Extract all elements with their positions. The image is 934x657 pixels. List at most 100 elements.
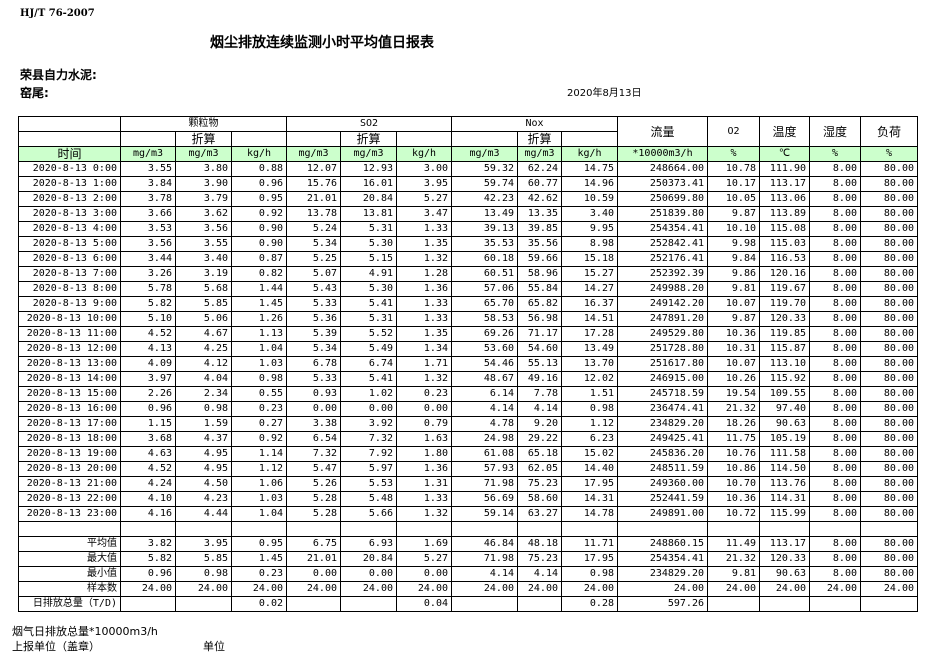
- unit-cell: %: [809, 146, 861, 162]
- header-converted: 折算: [175, 131, 232, 147]
- value-cell: 24.00: [860, 581, 918, 597]
- value-cell: 5.30: [340, 236, 397, 252]
- value-cell: 1.69: [396, 536, 452, 552]
- value-cell: 105.19: [759, 431, 810, 447]
- value-cell: 0.04: [396, 596, 452, 612]
- value-cell: 3.40: [175, 251, 232, 267]
- value-cell: 11.49: [707, 536, 760, 552]
- value-cell: 16.37: [561, 296, 618, 312]
- value-cell: 58.96: [517, 266, 562, 282]
- value-cell: 1.45: [231, 296, 287, 312]
- header-units-row: 时间 mg/m3 mg/m3 kg/h mg/m3 mg/m3 kg/h mg/m3 mg/m…: [18, 146, 918, 162]
- value-cell: 248664.00: [617, 161, 708, 177]
- value-cell: 4.52: [120, 461, 176, 477]
- value-cell: 7.92: [340, 446, 397, 462]
- value-cell: 3.53: [120, 221, 176, 237]
- value-cell: 1.06: [231, 476, 287, 492]
- value-cell: 4.10: [120, 491, 176, 507]
- value-cell: 1.36: [396, 281, 452, 297]
- table-row: 2020-8-13 9:00 5.82 5.85 1.45 5.33 5.41 1.33 65…: [18, 296, 918, 312]
- value-cell: 3.82: [120, 536, 176, 552]
- value-cell: 3.95: [175, 536, 232, 552]
- value-cell: 17.95: [561, 476, 618, 492]
- value-cell: 7.32: [286, 446, 341, 462]
- value-cell: 24.00: [517, 581, 562, 597]
- value-cell: 80.00: [860, 326, 918, 342]
- value-cell: 10.72: [707, 506, 760, 522]
- value-cell: 1.45: [231, 551, 287, 567]
- value-cell: [340, 596, 397, 612]
- value-cell: 48.67: [451, 371, 518, 387]
- value-cell: 71.17: [517, 326, 562, 342]
- summary-row: 平均值 3.82 3.95 0.95 6.75 6.93 1.69 46.84 48.18 11.…: [18, 536, 918, 552]
- value-cell: 0.92: [231, 431, 287, 447]
- value-cell: 249529.80: [617, 326, 708, 342]
- value-cell: 5.15: [340, 251, 397, 267]
- value-cell: 113.17: [759, 176, 810, 192]
- value-cell: 115.92: [759, 371, 810, 387]
- value-cell: 55.13: [517, 356, 562, 372]
- value-cell: 80.00: [860, 491, 918, 507]
- value-cell: 5.25: [286, 251, 341, 267]
- value-cell: 120.33: [759, 551, 810, 567]
- flue-gas-total-label: 烟气日排放总量*10000m3/h: [12, 625, 158, 638]
- value-cell: 8.00: [809, 371, 861, 387]
- value-cell: 4.50: [175, 476, 232, 492]
- value-cell: 4.13: [120, 341, 176, 357]
- table-row: 2020-8-13 19:00 4.63 4.95 1.14 7.32 7.92 1.80 6…: [18, 446, 918, 462]
- value-cell: 80.00: [860, 356, 918, 372]
- table-row: 2020-8-13 10:00 5.10 5.06 1.26 5.36 5.31 1.33 5…: [18, 311, 918, 327]
- value-cell: 1.35: [396, 236, 452, 252]
- value-cell: 4.12: [175, 356, 232, 372]
- unit-cell: mg/m3: [286, 146, 341, 162]
- value-cell: 119.85: [759, 326, 810, 342]
- value-cell: 3.00: [396, 161, 452, 177]
- value-cell: [860, 596, 918, 612]
- value-cell: 113.89: [759, 206, 810, 222]
- value-cell: 1.28: [396, 266, 452, 282]
- value-cell: 0.82: [231, 266, 287, 282]
- value-cell: 10.07: [707, 356, 760, 372]
- value-cell: 13.78: [286, 206, 341, 222]
- value-cell: 14.51: [561, 311, 618, 327]
- value-cell: 8.00: [809, 356, 861, 372]
- table-row: 2020-8-13 22:00 4.10 4.23 1.03 5.28 5.48 1.33 5…: [18, 491, 918, 507]
- value-cell: 0.23: [396, 386, 452, 402]
- value-cell: 5.36: [286, 311, 341, 327]
- value-cell: 1.03: [231, 491, 287, 507]
- row-label: 2020-8-13 9:00: [18, 296, 121, 312]
- value-cell: 80.00: [860, 251, 918, 267]
- value-cell: 21.01: [286, 191, 341, 207]
- value-cell: 4.78: [451, 416, 518, 432]
- value-cell: 1.03: [231, 356, 287, 372]
- value-cell: 1.14: [231, 446, 287, 462]
- company-name: 荣县自力水泥:: [20, 68, 97, 82]
- value-cell: [860, 521, 918, 537]
- value-cell: 11.75: [707, 431, 760, 447]
- unit-cell: mg/m3: [175, 146, 232, 162]
- value-cell: 80.00: [860, 461, 918, 477]
- value-cell: 4.95: [175, 446, 232, 462]
- value-cell: 1.32: [396, 371, 452, 387]
- value-cell: 80.00: [860, 296, 918, 312]
- row-label: 2020-8-13 18:00: [18, 431, 121, 447]
- value-cell: 5.41: [340, 296, 397, 312]
- value-cell: 4.63: [120, 446, 176, 462]
- value-cell: 10.36: [707, 491, 760, 507]
- value-cell: 65.70: [451, 296, 518, 312]
- signature-line: 上报单位（盖章） 单位: [12, 639, 934, 654]
- table-row: 2020-8-13 15:00 2.26 2.34 0.55 0.93 1.02 0.23 6…: [18, 386, 918, 402]
- value-cell: 8.00: [809, 161, 861, 177]
- value-cell: 5.97: [340, 461, 397, 477]
- value-cell: 0.88: [231, 161, 287, 177]
- row-label: 日排放总量（T/D): [18, 596, 121, 612]
- value-cell: 3.55: [120, 161, 176, 177]
- value-cell: 0.98: [231, 371, 287, 387]
- value-cell: [759, 596, 810, 612]
- value-cell: 4.44: [175, 506, 232, 522]
- value-cell: 8.00: [809, 476, 861, 492]
- value-cell: 8.00: [809, 566, 861, 582]
- row-label: 2020-8-13 19:00: [18, 446, 121, 462]
- value-cell: 42.23: [451, 191, 518, 207]
- value-cell: 246915.00: [617, 371, 708, 387]
